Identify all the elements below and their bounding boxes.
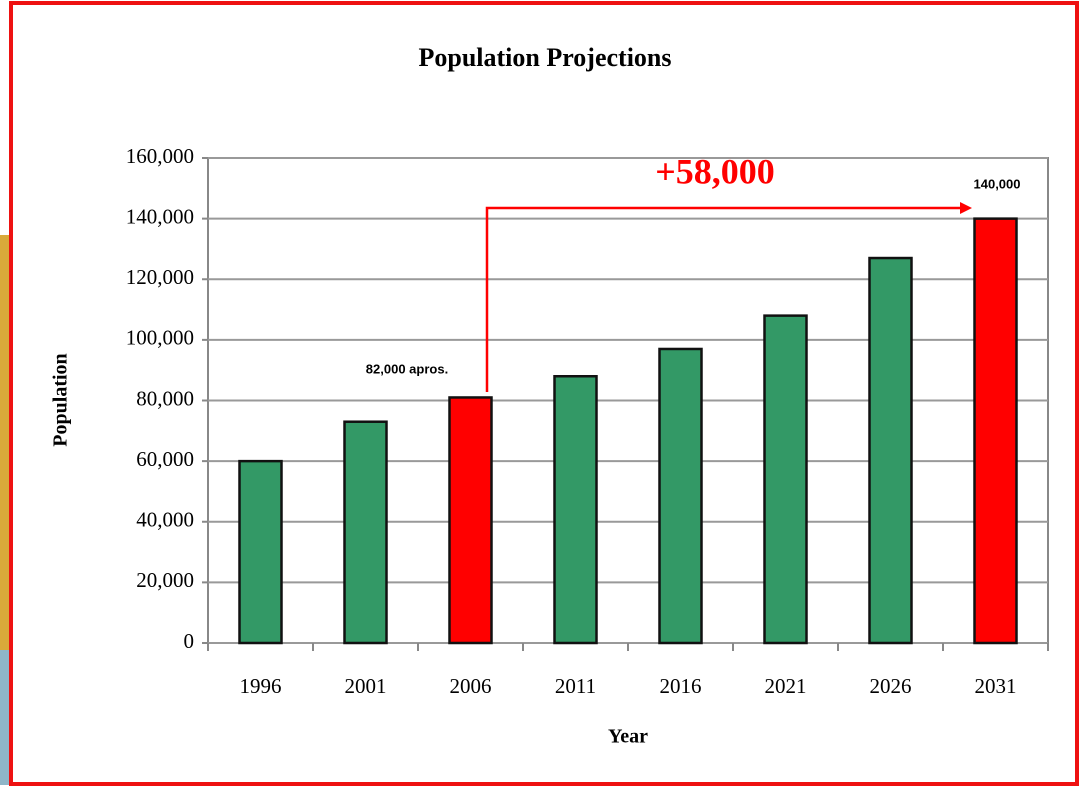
x-tick-label: 2006: [450, 674, 492, 698]
annotation: 82,000 apros.: [366, 361, 448, 376]
plot-area: 0 20,000 40,000 60,000 80,000 100,000 120,000 1…: [126, 144, 1049, 698]
y-axis-label: Population: [50, 353, 72, 446]
bar: [868, 256, 913, 645]
y-tick-label: 140,000: [126, 204, 194, 228]
background-photo-strip: [0, 650, 10, 785]
arrow-head: [960, 202, 972, 214]
y-tick-label: 100,000: [126, 326, 194, 350]
bar: [343, 420, 388, 645]
y-tick-label: 60,000: [136, 447, 194, 471]
bar: [973, 217, 1018, 645]
y-tick-label: 40,000: [136, 508, 194, 532]
y-tick-label: 120,000: [126, 265, 194, 289]
y-tick-label: 160,000: [126, 144, 194, 168]
x-tick-label: 2016: [660, 674, 702, 698]
x-axis-label: Year: [608, 726, 648, 748]
x-tick-label: 2001: [345, 674, 387, 698]
y-tick-label: 20,000: [136, 568, 194, 592]
bar: [553, 375, 598, 645]
background-photo-strip: [0, 235, 10, 785]
annotation: 140,000: [974, 176, 1021, 191]
annotation: +58,000: [655, 151, 775, 191]
bar: [448, 396, 493, 645]
bar: [658, 347, 703, 645]
chart-title: Population Projections: [418, 43, 671, 72]
arrow: [485, 206, 962, 392]
bar: [238, 459, 283, 645]
bar: [763, 314, 808, 645]
y-tick-label: 80,000: [136, 386, 194, 410]
x-tick-label: 2011: [555, 674, 596, 698]
x-tick-label: 2026: [870, 674, 912, 698]
x-tick-label: 1996: [240, 674, 282, 698]
x-tick-label: 2031: [975, 674, 1017, 698]
x-tick-label: 2021: [765, 674, 807, 698]
y-tick-label: 0: [184, 629, 195, 653]
